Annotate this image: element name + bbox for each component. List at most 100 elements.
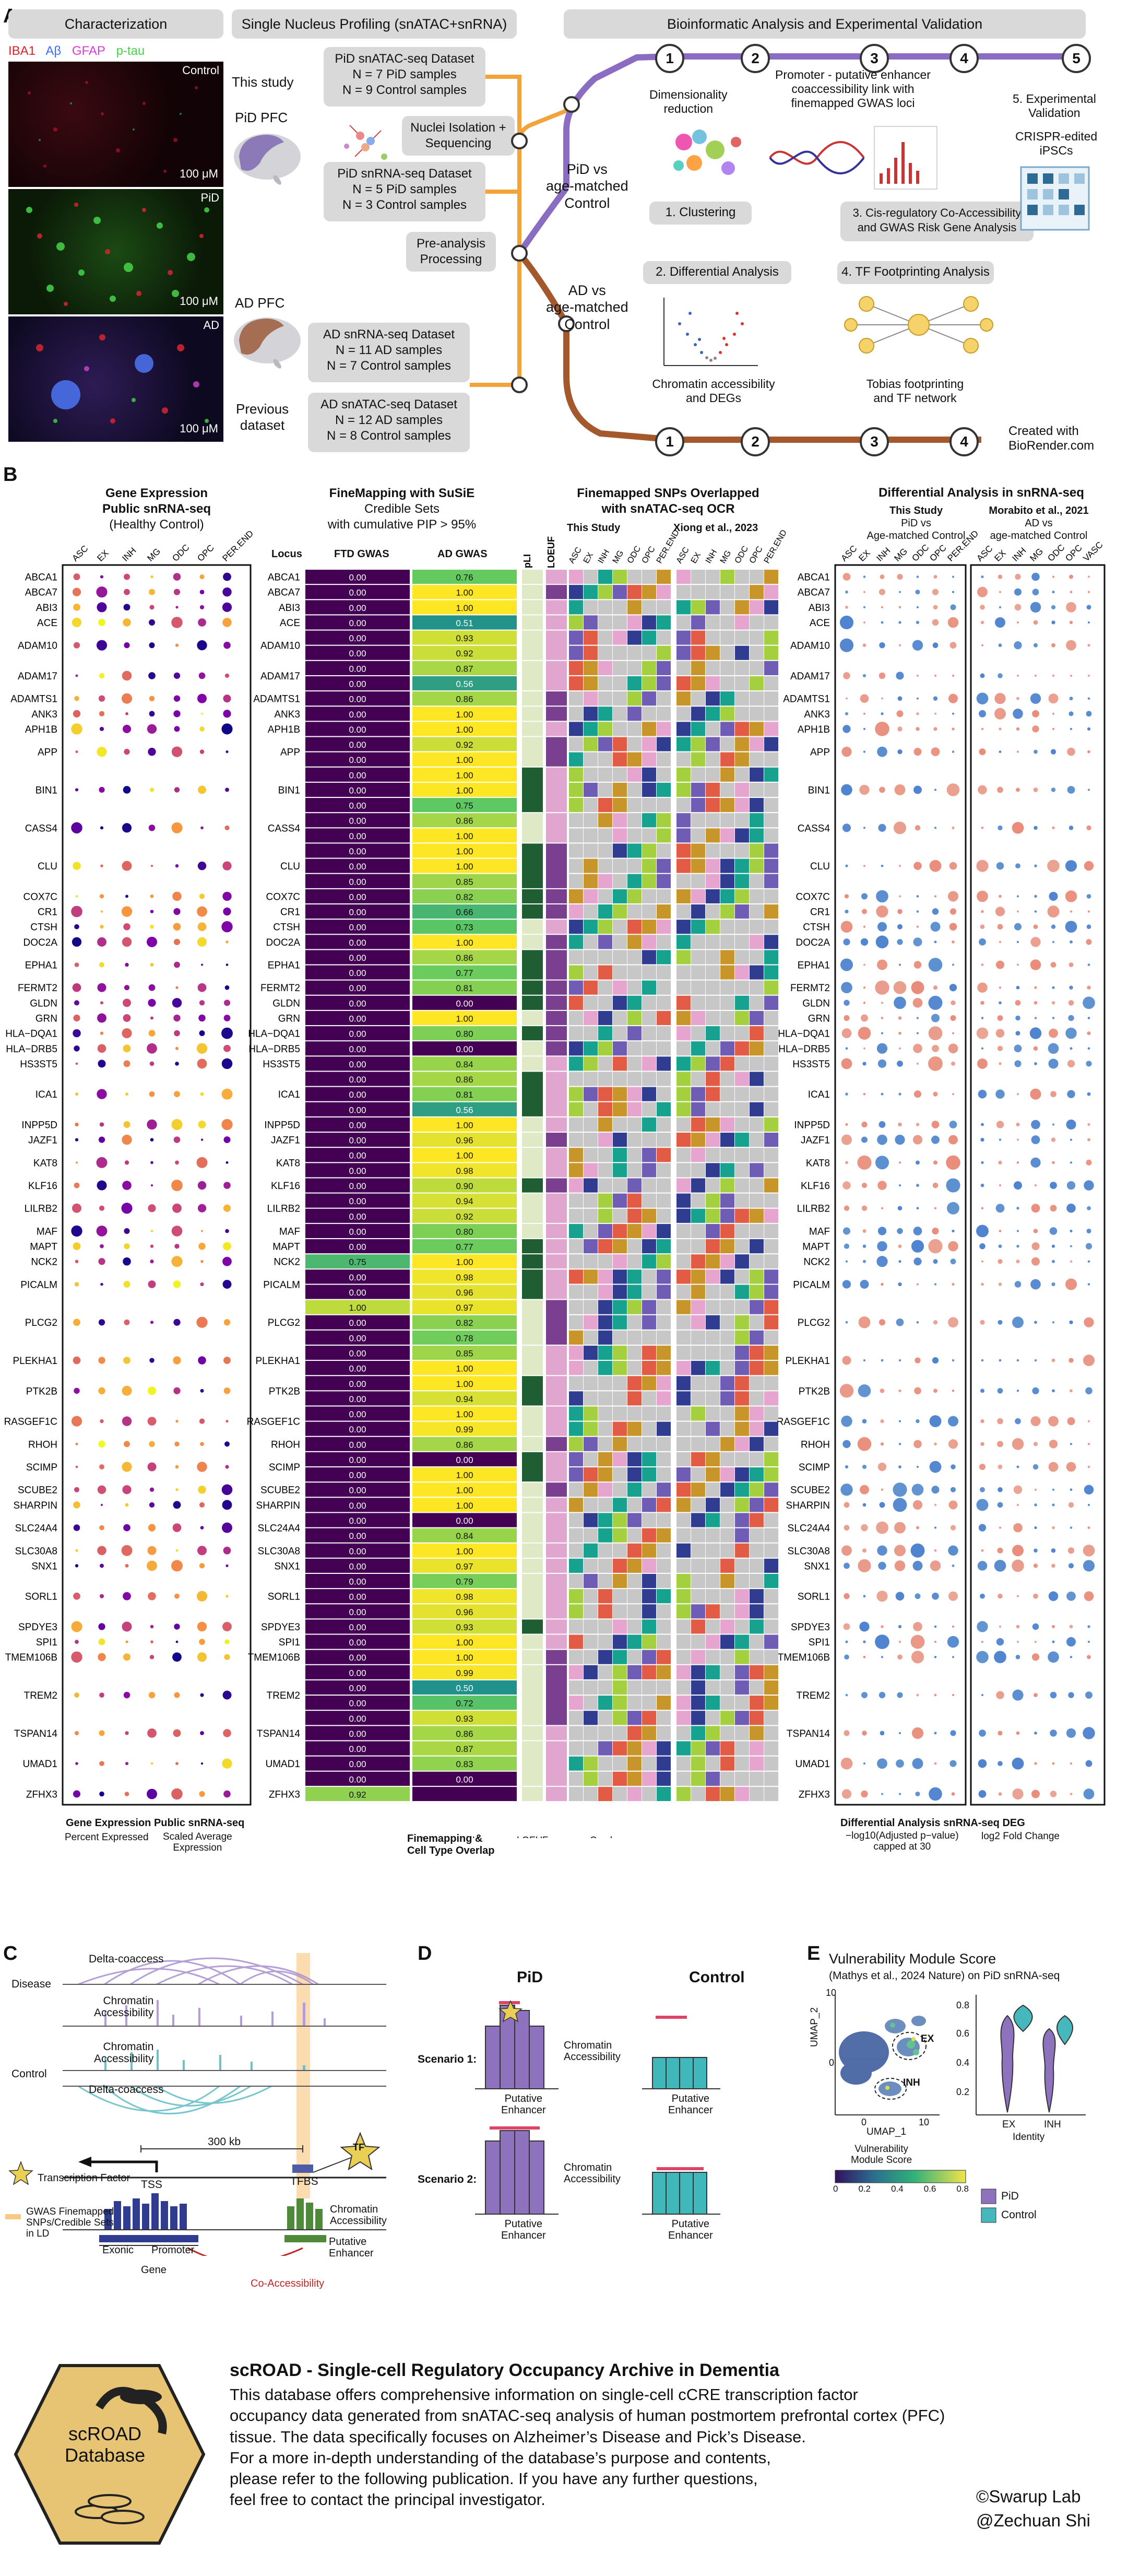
de-mora-2: AD vs: [1025, 517, 1053, 529]
locus-gene-49: TREM2: [267, 1690, 300, 1701]
ftd-val: 0.00: [349, 1120, 366, 1130]
snp-cell: [569, 1178, 583, 1193]
de-dot-b: [1066, 1728, 1076, 1738]
snp-cell: [764, 920, 778, 934]
de-dot-b: [1086, 924, 1091, 929]
snp-cell: [584, 1072, 598, 1086]
de-dot-b: [1070, 1526, 1073, 1529]
snp-cell: [706, 1483, 720, 1497]
snp-cell: [720, 1421, 734, 1436]
expr-dot: [100, 1419, 104, 1424]
de-dot-a: [894, 996, 906, 1009]
snp-cell: [676, 1056, 691, 1071]
de-dot-a: [934, 895, 937, 898]
snp-cell: [627, 722, 642, 736]
expr-dot: [173, 695, 181, 702]
pli-cell: [522, 630, 543, 660]
ad-vs-line1: AD vs: [568, 283, 606, 298]
locus-gene-20: GRN: [278, 1014, 300, 1025]
snp-cell: [691, 813, 705, 828]
expr-dot: [96, 640, 108, 651]
snp-cell: [676, 995, 691, 1010]
expr-dot: [123, 1592, 131, 1601]
snp-cell: [657, 1208, 671, 1223]
de-dot-a: [845, 1161, 848, 1165]
de-dot-b: [1051, 1001, 1055, 1005]
ftd-val: 0.00: [349, 1242, 366, 1252]
pli-cell: [522, 737, 543, 767]
de-dot-a: [896, 1318, 904, 1326]
snp-cell: [613, 585, 627, 599]
de-dot-b: [1015, 1031, 1020, 1036]
de-dot-b: [1067, 747, 1075, 756]
expr-dot: [196, 1157, 208, 1168]
snp-cell: [691, 1269, 705, 1284]
snp-cell: [657, 1619, 671, 1634]
snp-col-a-0: ASC: [567, 546, 584, 565]
expr-dot: [73, 862, 81, 870]
snp-cell: [584, 1498, 598, 1512]
de-dot-a: [876, 1256, 888, 1267]
snp-cell: [706, 828, 720, 843]
de-dot-b: [1086, 1061, 1092, 1067]
snp-cell: [676, 1254, 691, 1269]
expr-dot: [97, 747, 107, 757]
snp-cell: [706, 1589, 720, 1604]
expr-dot: [173, 589, 181, 595]
snp-cell: [706, 874, 720, 888]
de-dot-b: [1067, 1547, 1075, 1554]
snp-cell: [598, 1786, 612, 1801]
c-gwas-1: GWAS Finemapped: [26, 2206, 114, 2217]
snp-cell: [764, 813, 778, 828]
de-dot-b: [1016, 787, 1020, 792]
expr-gene-19: GLDN: [30, 998, 57, 1009]
de-gene-30: MAF: [809, 1226, 830, 1237]
snp-cell: [720, 1163, 734, 1178]
expr-dot: [74, 924, 79, 930]
locus-gene-30: MAF: [279, 1226, 300, 1237]
de-dot-b: [1052, 1321, 1055, 1324]
de-dot-a: [863, 750, 866, 753]
snp-col-a-3: MG: [611, 549, 626, 565]
this-study-label: This study: [232, 74, 294, 90]
snp-cell: [627, 980, 642, 995]
snp-cell: [642, 1361, 656, 1375]
snp-cell: [598, 1467, 612, 1482]
de-dot-a: [931, 747, 940, 757]
expr-dot: [200, 963, 204, 966]
de-dot-a: [949, 1760, 957, 1767]
snp-cell: [706, 737, 720, 751]
ad-cell: [412, 1421, 517, 1436]
expr-gene-8: APH1B: [25, 724, 57, 735]
ftd-cell: [305, 874, 410, 888]
de-dot-a: [877, 1059, 887, 1068]
loeuf-cell: [546, 1148, 567, 1178]
snp-cell: [676, 813, 691, 828]
de-dot-b: [1067, 1090, 1075, 1098]
de-dot-b: [980, 1487, 985, 1492]
expr-gene-36: PTK2B: [26, 1386, 57, 1397]
pli-cell: [522, 995, 543, 1010]
expr-dot: [197, 640, 207, 651]
d-put1-2: Enhancer: [501, 2104, 546, 2116]
snp-cell: [691, 1041, 705, 1056]
de-dot-a: [933, 1091, 938, 1097]
de-gene-1: ABCA7: [798, 587, 830, 598]
de-dot-a: [845, 909, 849, 914]
snp-cell: [627, 1467, 642, 1482]
snp-cell: [750, 1756, 764, 1771]
snp-cell: [691, 950, 705, 964]
expr-dot: [150, 1184, 153, 1187]
e-mt4: 0.8: [956, 2184, 969, 2194]
snp-cell: [735, 1437, 749, 1451]
de-dot-b: [1034, 1693, 1038, 1697]
ftd-cell: [305, 1437, 410, 1451]
de-dot-a: [875, 1634, 889, 1649]
de-dot-b: [1051, 643, 1055, 648]
de-dot-b: [1083, 1560, 1095, 1572]
loeuf-cell: [546, 1300, 567, 1345]
snp-cell: [676, 1087, 691, 1101]
snp-cell: [735, 828, 749, 843]
de-dot-b: [1065, 921, 1077, 933]
de-dot-a: [896, 710, 904, 717]
